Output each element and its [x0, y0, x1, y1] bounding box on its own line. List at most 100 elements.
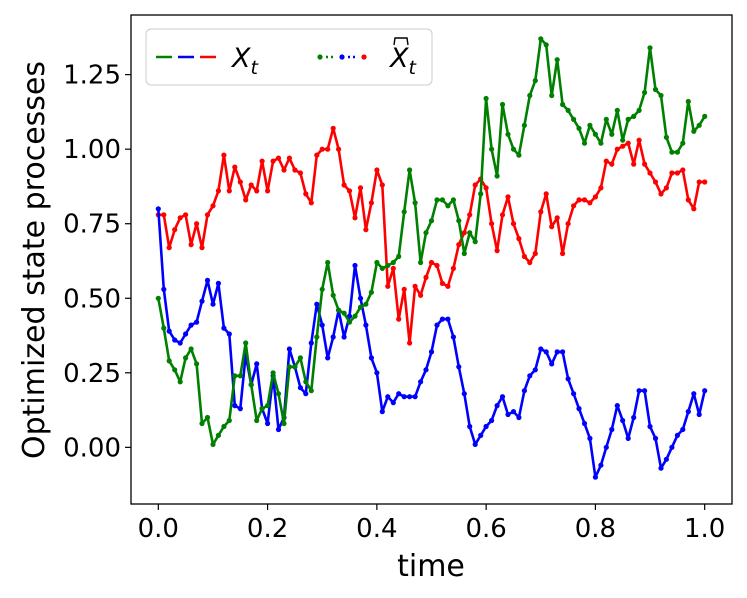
- data-point: [505, 131, 511, 137]
- data-point: [620, 143, 626, 149]
- data-point: [494, 248, 500, 254]
- data-point: [237, 373, 243, 379]
- data-point: [527, 373, 533, 379]
- data-point: [674, 432, 681, 438]
- data-point: [434, 322, 440, 328]
- data-point: [450, 197, 456, 203]
- data-point: [598, 140, 604, 146]
- data-point: [172, 227, 178, 233]
- data-point: [418, 259, 424, 266]
- data-point: [450, 265, 456, 271]
- data-point: [603, 116, 609, 122]
- data-point: [461, 230, 467, 236]
- data-point: [565, 376, 571, 382]
- data-point: [248, 182, 254, 188]
- data-point: [609, 426, 615, 433]
- data-point: [603, 444, 609, 450]
- data-point: [516, 152, 522, 158]
- x-tick-label: 0.6: [465, 514, 506, 544]
- data-point: [210, 301, 216, 307]
- y-tick-label: 1.00: [63, 135, 121, 165]
- data-point: [325, 355, 331, 361]
- data-point: [527, 259, 533, 266]
- y-tick-label: 0.25: [63, 359, 121, 389]
- data-point: [243, 197, 249, 203]
- data-point: [286, 346, 292, 352]
- data-point: [625, 116, 631, 122]
- data-point: [336, 146, 342, 152]
- data-point: [412, 394, 418, 400]
- data-point: [297, 355, 303, 361]
- data-point: [346, 319, 353, 325]
- data-point: [210, 203, 216, 209]
- data-point: [172, 367, 178, 373]
- data-point: [614, 403, 620, 409]
- data-point: [691, 391, 697, 397]
- data-point: [478, 191, 484, 197]
- data-point: [663, 456, 670, 462]
- data-point: [390, 265, 396, 271]
- data-point: [172, 337, 178, 343]
- data-point: [571, 203, 577, 209]
- data-point: [188, 346, 194, 352]
- data-point: [663, 134, 670, 140]
- data-point: [658, 191, 664, 197]
- legend: Xt Xt: [145, 28, 433, 86]
- data-point: [352, 313, 358, 319]
- data-point: [401, 394, 407, 400]
- data-point: [499, 101, 506, 108]
- data-point: [521, 122, 528, 128]
- data-point: [483, 423, 489, 430]
- data-point: [505, 194, 511, 200]
- data-point: [587, 435, 593, 441]
- data-point: [445, 283, 451, 289]
- data-point: [609, 161, 615, 167]
- data-point: [330, 125, 336, 131]
- data-point: [363, 301, 369, 307]
- data-point: [412, 200, 418, 206]
- data-point: [576, 406, 582, 412]
- data-point: [685, 409, 691, 415]
- data-point: [478, 432, 484, 438]
- data-point: [543, 349, 549, 355]
- data-point: [565, 221, 571, 227]
- data-point: [598, 462, 604, 468]
- data-point: [357, 295, 364, 301]
- data-point: [254, 361, 260, 367]
- data-point: [314, 301, 320, 307]
- data-point: [407, 394, 413, 400]
- data-point: [554, 57, 560, 63]
- data-point: [308, 340, 314, 346]
- data-point: [161, 325, 167, 331]
- data-point: [450, 334, 456, 340]
- data-point: [237, 406, 243, 412]
- data-point: [368, 200, 374, 206]
- data-point: [549, 361, 555, 367]
- data-point: [636, 137, 642, 143]
- data-point: [204, 277, 211, 283]
- data-point: [587, 122, 593, 128]
- data-point: [445, 203, 451, 209]
- data-point: [456, 218, 462, 224]
- data-point: [423, 274, 429, 280]
- data-point: [549, 224, 555, 230]
- data-point: [510, 146, 517, 152]
- data-point: [658, 465, 664, 471]
- data-point: [183, 212, 189, 218]
- data-point: [489, 146, 495, 152]
- data-point: [516, 414, 522, 421]
- data-point: [439, 316, 445, 322]
- data-point: [188, 242, 194, 248]
- data-point: [625, 140, 631, 146]
- data-point: [581, 140, 588, 146]
- legend-box: [145, 28, 433, 86]
- data-point: [620, 417, 626, 424]
- data-point: [265, 420, 271, 427]
- data-point: [183, 355, 189, 361]
- data-point: [505, 411, 511, 418]
- data-point: [232, 403, 238, 409]
- data-point: [538, 36, 544, 42]
- data-point: [336, 307, 342, 313]
- data-point: [319, 286, 325, 292]
- data-point: [374, 259, 380, 266]
